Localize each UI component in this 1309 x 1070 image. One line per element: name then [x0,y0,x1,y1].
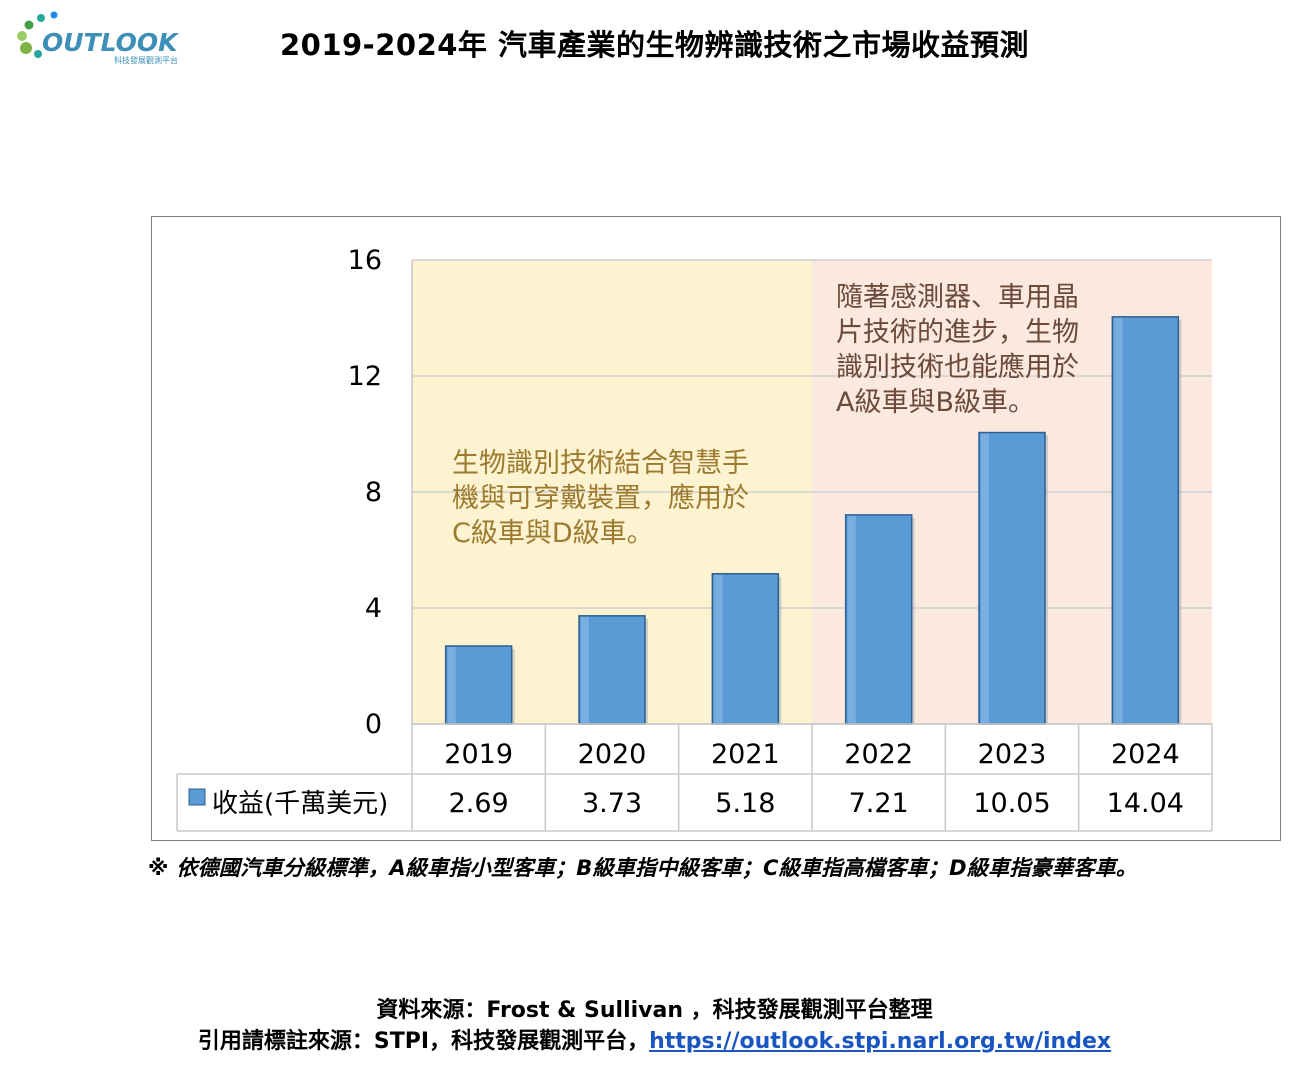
source-line: 資料來源：Frost & Sullivan ，科技發展觀測平台整理 [376,998,933,1023]
region-annotation: 隨著感測器、車用晶 [836,282,1079,313]
x-category-label: 2023 [978,739,1047,770]
logo-subtext: 科技發展觀測平台 [114,55,178,65]
citation-prefix: 引用請標註來源：STPI，科技發展觀測平台， [197,1029,650,1054]
x-category-label: 2021 [711,739,780,770]
bar [844,514,913,725]
y-tick-label: 12 [348,361,382,392]
bar-highlight [581,616,589,723]
region-annotation: 片技術的進步，生物 [836,317,1079,348]
y-tick-label: 4 [365,593,382,624]
bar-highlight [1114,317,1123,723]
citation-line: 引用請標註來源：STPI，科技發展觀測平台，https://outlook.st… [0,1026,1309,1057]
data-value-label: 2.69 [449,788,509,819]
bar [711,573,780,725]
y-tick-label: 0 [365,709,382,740]
region-annotation: C級車與D級車。 [452,518,654,549]
bar-highlight [981,433,989,723]
bar [444,645,513,725]
logo-dot-icon [24,20,34,30]
region-annotation: 機與可穿戴裝置，應用於 [452,483,749,514]
logo-dot-icon [50,11,58,19]
bar-highlight [714,574,723,723]
outlook-logo: OUTLOOK 科技發展觀測平台 [12,8,187,70]
logo-dot-icon [20,42,32,54]
region-annotation: A級車與B級車。 [836,387,1035,418]
data-value-label: 10.05 [973,788,1050,819]
bar [978,431,1046,725]
region-annotation: 識別技術也能應用於 [836,352,1079,383]
data-value-label: 7.21 [849,788,909,819]
x-category-label: 2022 [844,739,913,770]
logo-dot-icon [17,31,27,41]
bar-highlight [847,515,856,723]
y-tick-label: 8 [365,477,382,508]
page-title: 2019-2024年 汽車產業的生物辨識技術之市場收益預測 [279,28,1030,62]
source-block: 資料來源：Frost & Sullivan ，科技發展觀測平台整理 引用請標註來… [0,995,1309,1057]
x-category-label: 2019 [444,739,513,770]
logo-dot-icon [37,14,45,22]
bar-highlight [447,646,456,723]
x-category-label: 2020 [578,739,647,770]
data-value-label: 14.04 [1107,788,1184,819]
logo-dot-icon [34,50,42,58]
source-link[interactable]: https://outlook.stpi.narl.org.tw/index [649,1029,1112,1054]
legend-swatch [188,788,206,806]
x-category-label: 2024 [1111,739,1180,770]
data-value-label: 5.18 [715,788,775,819]
chart-frame: 0 4 8 12 16 生物識別技術結合智慧手 機與可穿戴裝置，應用於 C級車與D級車。 隨著感… [151,216,1281,841]
region-annotation: 生物識別技術結合智慧手 [452,448,749,479]
y-tick-label: 16 [348,245,382,276]
logo-text: OUTLOOK [42,28,179,57]
data-value-label: 3.73 [582,788,642,819]
legend-label: 收益(千萬美元) [212,789,388,819]
footnote: ※ 依德國汽車分級標準，A級車指小型客車；B級車指中級客車；C級車指高檔客車；D… [148,856,1138,880]
